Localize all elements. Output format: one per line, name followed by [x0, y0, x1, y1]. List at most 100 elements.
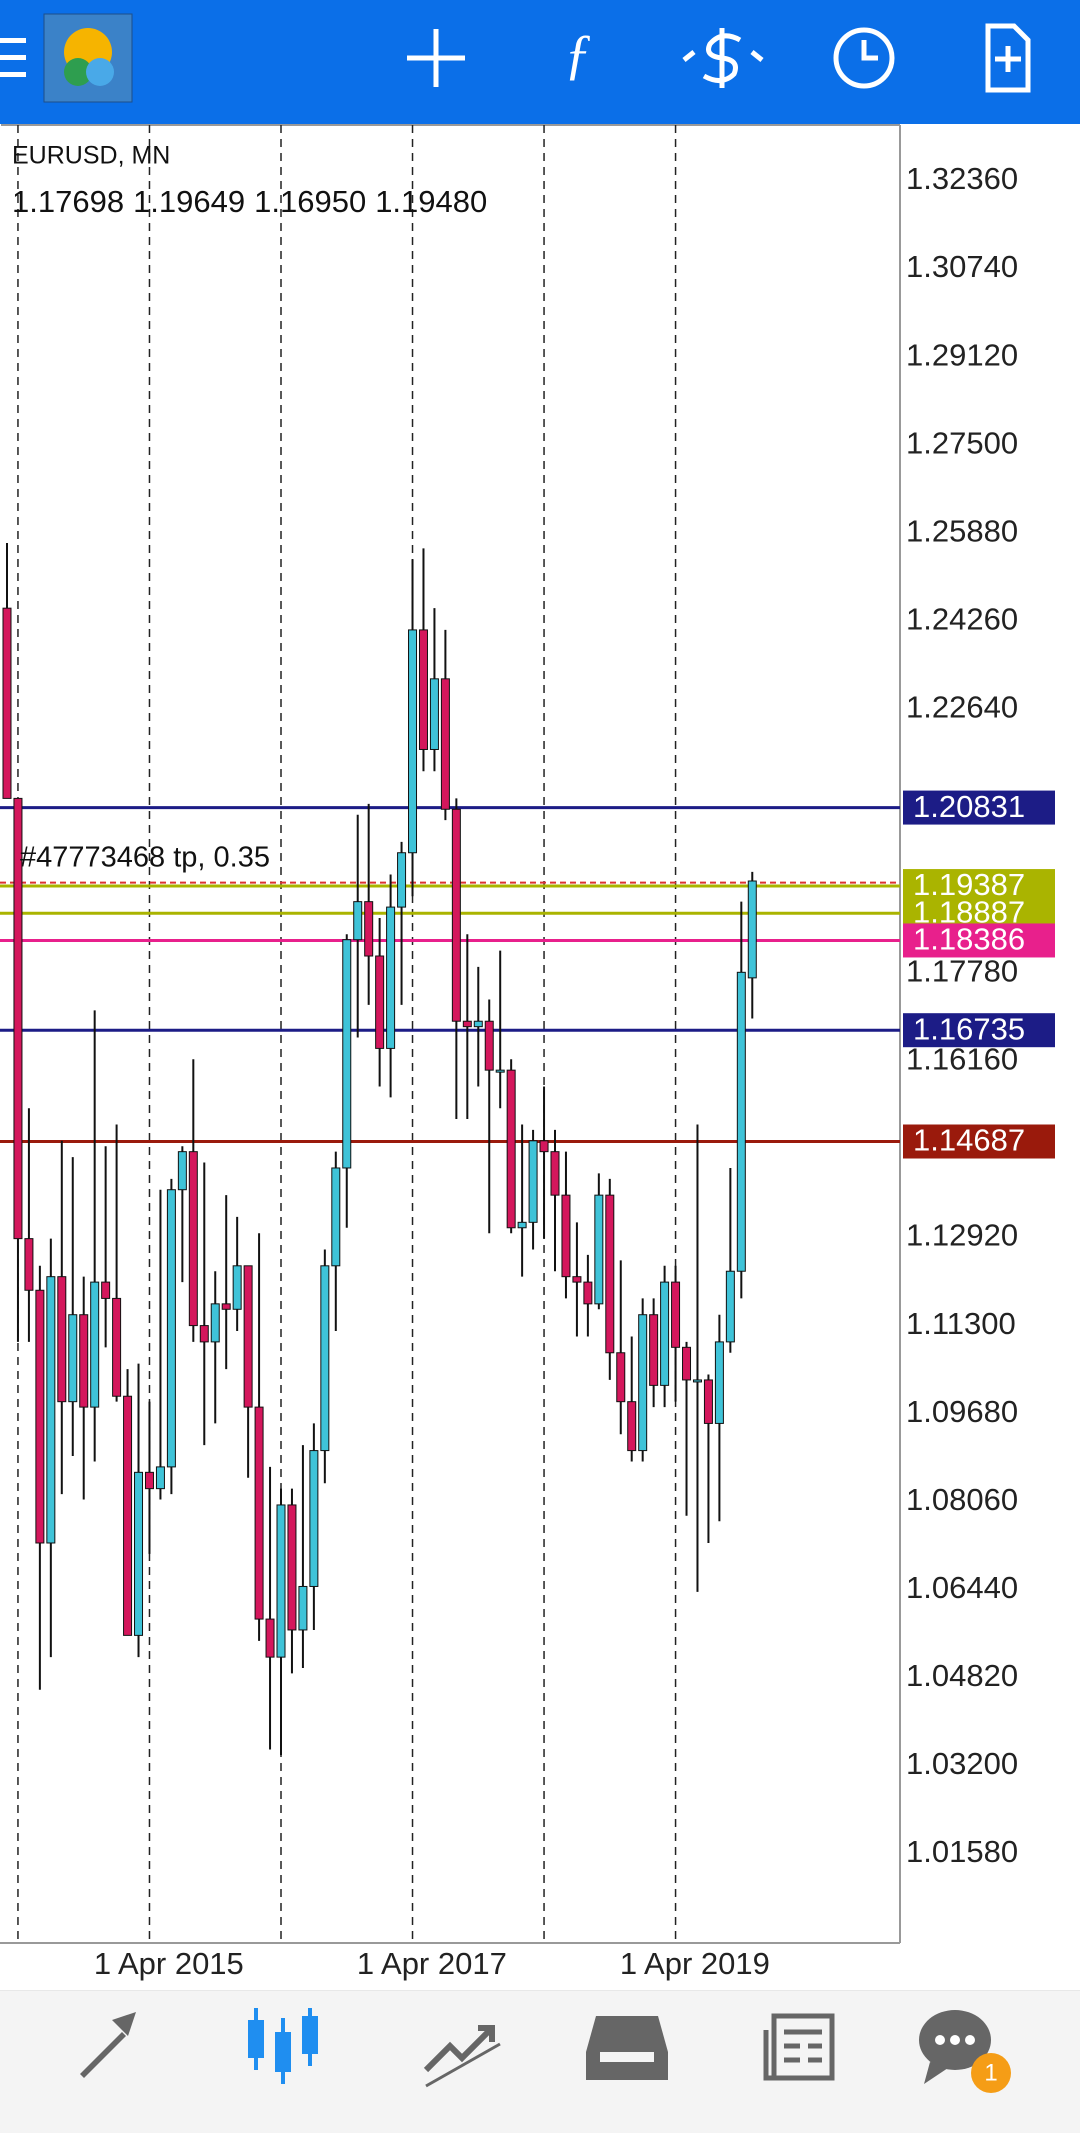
candle-body — [539, 1140, 549, 1153]
candle-body — [123, 1395, 133, 1636]
candle-body — [134, 1471, 144, 1636]
candle-body — [177, 1151, 187, 1191]
price-level-box — [903, 1124, 1055, 1159]
x-tick-label: 1 Apr 2017 — [357, 1946, 507, 1981]
trade-tab[interactable] — [423, 2025, 501, 2088]
candle-body — [144, 1471, 154, 1490]
y-tick-label: 1.01580 — [906, 1834, 1018, 1869]
candle-body — [353, 901, 363, 941]
chart-tab[interactable] — [248, 2008, 318, 2084]
y-tick-label: 1.16160 — [906, 1042, 1018, 1077]
candle-body — [232, 1265, 242, 1310]
tp-label: #47773468 tp, 0.35 — [20, 841, 270, 873]
badge — [971, 2053, 1011, 2093]
candle-body — [320, 1265, 330, 1452]
ohlc-value: 1.19480 — [375, 184, 487, 219]
y-tick-label: 1.11300 — [906, 1306, 1016, 1341]
candle-body — [451, 808, 461, 1022]
bottom-nav: 1 — [0, 1990, 1080, 2133]
price-level-label: 1.18386 — [913, 922, 1025, 957]
trade-button[interactable] — [682, 28, 764, 88]
quotes-tab[interactable] — [78, 2012, 136, 2078]
candle-body — [2, 607, 12, 799]
menu-button[interactable] — [0, 38, 26, 77]
ohlc-value: 1.17698 — [12, 184, 124, 219]
candle-body — [725, 1270, 735, 1343]
candle-body — [682, 1346, 692, 1381]
indicators-button[interactable]: ƒ — [564, 24, 592, 86]
candle-body — [572, 1276, 582, 1283]
candle-body — [57, 1276, 67, 1403]
period-button[interactable] — [833, 27, 895, 89]
candle-body — [221, 1303, 231, 1310]
candle-body — [649, 1314, 659, 1386]
candle-body — [331, 1167, 341, 1267]
y-tick-label: 1.04820 — [906, 1658, 1018, 1693]
candle-body — [660, 1281, 670, 1386]
candle-body — [375, 955, 385, 1049]
candle-body — [46, 1276, 56, 1544]
candle-body — [112, 1297, 122, 1397]
price-level-box — [903, 1013, 1055, 1048]
candle-body — [627, 1401, 637, 1452]
candle-body — [199, 1325, 209, 1343]
history-tab[interactable] — [586, 2016, 668, 2080]
news-tab[interactable] — [763, 2013, 835, 2081]
chart: 1.32360 1.30740 1.29120 1.27500 1.25880 1.242… — [0, 124, 1080, 1990]
y-tick-label: 1.08060 — [906, 1482, 1018, 1517]
candle-body — [24, 1238, 34, 1291]
price-level-label: 1.16735 — [913, 1011, 1025, 1046]
candle-body — [35, 1289, 45, 1544]
candle-body — [517, 1221, 527, 1229]
candle-body — [68, 1314, 78, 1403]
candle-body — [243, 1265, 253, 1408]
candle-body — [561, 1194, 571, 1278]
badge-count: 1 — [984, 2059, 997, 2086]
candle-body — [287, 1504, 297, 1631]
nav-bg — [0, 1990, 1080, 2133]
candle-body — [90, 1281, 100, 1408]
candle-body — [714, 1341, 724, 1424]
candle-body — [210, 1303, 220, 1343]
ohlc-values: 1.17698 1.19649 1.16950 1.19480 — [12, 184, 487, 219]
candle-body — [265, 1618, 275, 1658]
candle-body — [79, 1314, 89, 1408]
new-order-button[interactable] — [985, 23, 1031, 93]
y-tick-label: 1.06440 — [906, 1570, 1018, 1605]
candle-body — [309, 1450, 319, 1587]
candle-body — [462, 1020, 472, 1028]
candle-body — [692, 1379, 702, 1383]
candle-body — [473, 1020, 483, 1028]
candle-body — [703, 1379, 713, 1424]
candle-body — [605, 1194, 615, 1354]
candle-body — [418, 629, 428, 750]
candle-body — [101, 1281, 111, 1299]
candle-body — [528, 1140, 538, 1223]
x-tick-label: 1 Apr 2015 — [94, 1946, 244, 1981]
candle-body — [155, 1466, 165, 1490]
y-tick-label: 1.30740 — [906, 249, 1018, 284]
toolbar-bg — [0, 0, 1080, 124]
crosshair-button[interactable] — [407, 29, 465, 87]
app-logo[interactable] — [43, 13, 133, 103]
candle-body — [429, 678, 439, 750]
y-tick-label: 1.32360 — [906, 161, 1018, 196]
candle-body — [747, 880, 757, 979]
candle-body — [276, 1504, 286, 1658]
candle-body — [583, 1281, 593, 1305]
candle-body — [594, 1194, 604, 1305]
candle-body — [550, 1151, 560, 1196]
candle-body — [506, 1069, 516, 1229]
candle-body — [736, 971, 746, 1272]
y-tick-label: 1.17780 — [906, 954, 1018, 989]
candle-body — [397, 852, 407, 908]
candle-body — [408, 629, 418, 854]
x-tick-label: 1 Apr 2019 — [620, 1946, 770, 1981]
price-level-label: 1.14687 — [913, 1123, 1025, 1158]
symbol-label: EURUSD, MN — [12, 142, 170, 170]
y-tick-label: 1.09680 — [906, 1394, 1018, 1429]
chat-tab[interactable] — [919, 2010, 1011, 2093]
candle-body — [298, 1585, 308, 1631]
candle-body — [671, 1281, 681, 1348]
